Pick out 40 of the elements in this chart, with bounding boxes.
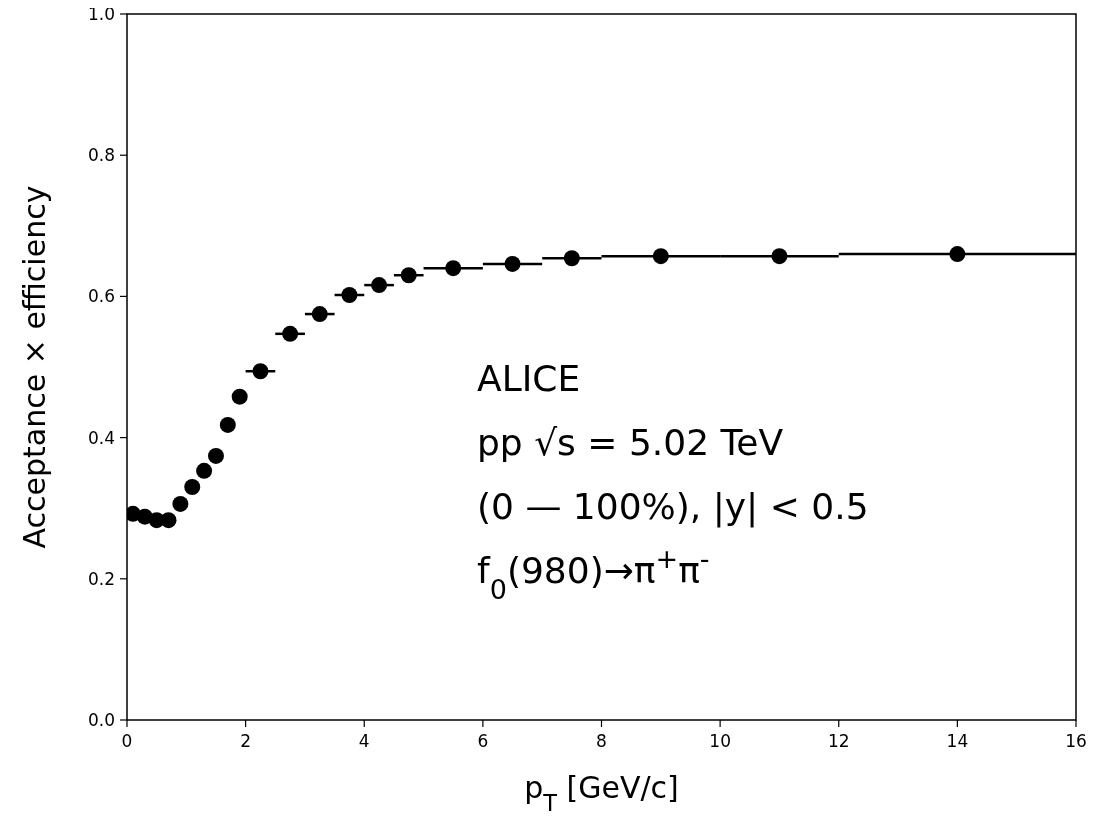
point — [172, 495, 189, 512]
point — [252, 363, 269, 380]
y-tick-label: 0.6 — [87, 286, 115, 307]
x-tick-label: 12 — [827, 731, 850, 751]
point — [311, 306, 328, 323]
y-tick-label: 1.0 — [87, 3, 115, 24]
y-tick-label: 0.4 — [87, 427, 115, 448]
x-tick-label: 10 — [709, 731, 731, 751]
point — [231, 388, 248, 405]
point — [563, 250, 580, 267]
annotation: f$_{0}$(980)→π$^{+}$π$^{-}$ — [477, 542, 710, 605]
point — [196, 462, 213, 479]
point — [282, 325, 299, 342]
point — [371, 277, 388, 294]
x-tick-label: 8 — [596, 731, 607, 751]
y-tick-label: 0.8 — [87, 145, 115, 166]
annotation: (0 — 100%), |y| < 0.5 — [477, 486, 869, 528]
point — [160, 512, 177, 529]
y-axis-title: Acceptance × efficiency — [17, 185, 52, 549]
annotation: pp √s = 5.02 TeV — [477, 422, 784, 463]
y-tick-label: 0.2 — [87, 568, 115, 589]
point — [771, 248, 788, 265]
point — [445, 260, 462, 277]
point — [184, 479, 201, 496]
point — [652, 248, 669, 265]
point — [504, 255, 521, 272]
point — [207, 447, 224, 464]
x-tick-label: 14 — [946, 731, 969, 751]
y-tick-label: 0.0 — [87, 709, 115, 730]
annotation: ALICE — [477, 358, 581, 399]
x-tick-label: 6 — [477, 731, 489, 751]
point — [949, 246, 966, 263]
x-tick-label: 0 — [121, 731, 133, 751]
x-axis-title: p$_{T}$ [GeV/c] — [524, 770, 679, 816]
point — [400, 267, 417, 284]
x-tick-label: 16 — [1065, 731, 1087, 751]
x-tick-label: 2 — [240, 731, 252, 751]
point — [341, 286, 358, 303]
point — [219, 416, 236, 433]
x-tick-label: 4 — [358, 731, 370, 751]
